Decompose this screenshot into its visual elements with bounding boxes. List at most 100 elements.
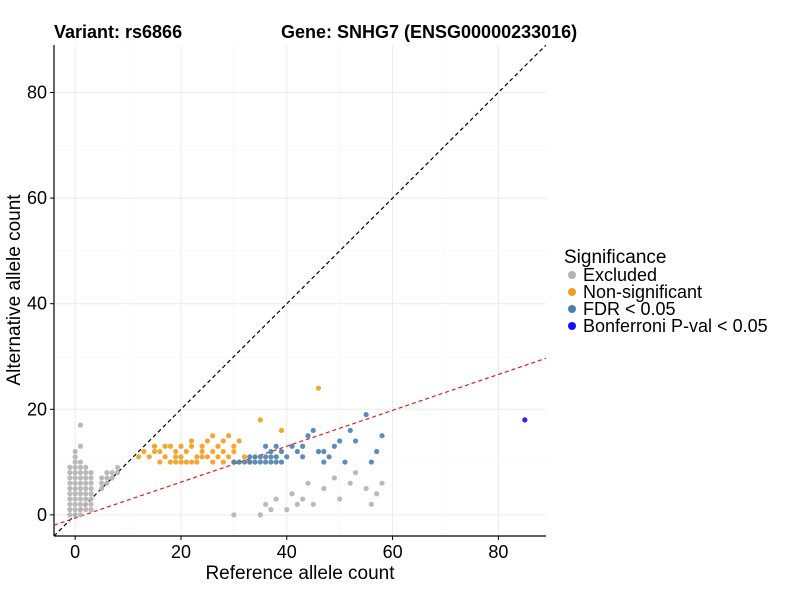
point-bonferroni-p-val-0-05 bbox=[522, 417, 528, 423]
legend-label-excluded: Excluded bbox=[583, 265, 657, 285]
point-non-significant bbox=[210, 448, 216, 455]
point-non-significant bbox=[157, 448, 163, 455]
point-non-significant bbox=[173, 459, 179, 465]
point-non-significant bbox=[194, 454, 200, 460]
point-excluded bbox=[88, 507, 94, 513]
point-non-significant bbox=[231, 448, 237, 455]
point-excluded bbox=[67, 480, 73, 486]
point-fdr-0-05 bbox=[231, 459, 237, 465]
point-excluded bbox=[77, 422, 84, 428]
y-axis-title: Alternative allele count bbox=[4, 194, 25, 386]
point-excluded bbox=[77, 459, 84, 465]
point-excluded bbox=[67, 464, 73, 470]
point-excluded bbox=[337, 496, 343, 502]
point-excluded bbox=[77, 501, 84, 507]
point-excluded bbox=[104, 475, 110, 481]
chart-title-variant: Variant: rs6866 bbox=[54, 22, 182, 42]
legend-swatch-bonferroni bbox=[568, 322, 576, 330]
point-non-significant bbox=[225, 433, 232, 439]
point-fdr-0-05 bbox=[326, 454, 332, 460]
point-non-significant bbox=[199, 454, 205, 460]
point-non-significant bbox=[162, 454, 168, 460]
point-excluded bbox=[77, 512, 84, 518]
point-excluded bbox=[72, 485, 78, 492]
point-non-significant bbox=[136, 454, 142, 460]
point-non-significant bbox=[257, 417, 263, 423]
point-excluded bbox=[72, 464, 78, 470]
point-fdr-0-05 bbox=[268, 448, 274, 455]
y-tick-label: 60 bbox=[27, 188, 47, 208]
point-non-significant bbox=[167, 459, 173, 465]
point-excluded bbox=[88, 491, 94, 497]
point-excluded bbox=[363, 485, 369, 492]
point-excluded bbox=[77, 470, 84, 476]
point-non-significant bbox=[236, 438, 242, 444]
point-excluded bbox=[305, 480, 311, 486]
point-excluded bbox=[268, 507, 274, 513]
reference-lines bbox=[54, 45, 546, 536]
data-points bbox=[67, 385, 528, 518]
point-excluded bbox=[88, 470, 94, 476]
x-axis-title: Reference allele count bbox=[205, 563, 395, 584]
point-excluded bbox=[67, 475, 73, 481]
point-excluded bbox=[273, 496, 279, 502]
point-excluded bbox=[72, 470, 78, 476]
point-excluded bbox=[77, 480, 84, 486]
point-non-significant bbox=[183, 459, 189, 465]
axes bbox=[53, 45, 546, 537]
x-tick-label: 0 bbox=[70, 542, 80, 562]
point-excluded bbox=[67, 512, 73, 518]
point-excluded bbox=[294, 501, 300, 507]
point-non-significant bbox=[215, 443, 221, 449]
point-fdr-0-05 bbox=[321, 448, 327, 455]
point-fdr-0-05 bbox=[379, 433, 385, 439]
point-excluded bbox=[83, 464, 89, 470]
point-excluded bbox=[67, 485, 73, 492]
point-non-significant bbox=[188, 443, 195, 449]
point-fdr-0-05 bbox=[236, 459, 242, 465]
point-fdr-0-05 bbox=[278, 459, 285, 465]
point-excluded bbox=[77, 507, 84, 513]
point-excluded bbox=[99, 485, 105, 492]
point-non-significant bbox=[231, 443, 237, 449]
point-excluded bbox=[88, 485, 94, 492]
point-fdr-0-05 bbox=[368, 459, 375, 465]
point-non-significant bbox=[167, 443, 173, 449]
y-ticks: 0 20 40 60 80 bbox=[27, 83, 54, 525]
point-fdr-0-05 bbox=[273, 443, 279, 449]
point-non-significant bbox=[146, 454, 152, 460]
point-non-significant bbox=[220, 459, 226, 465]
point-excluded bbox=[114, 470, 121, 476]
point-excluded bbox=[72, 496, 78, 502]
point-excluded bbox=[67, 507, 73, 513]
point-fdr-0-05 bbox=[263, 459, 269, 465]
point-fdr-0-05 bbox=[321, 459, 327, 465]
point-excluded bbox=[352, 470, 359, 476]
point-fdr-0-05 bbox=[315, 448, 322, 455]
legend-label-fdr: FDR < 0.05 bbox=[583, 299, 676, 319]
point-fdr-0-05 bbox=[247, 459, 253, 465]
point-non-significant bbox=[188, 459, 195, 465]
legend-swatch-fdr bbox=[568, 305, 576, 313]
point-excluded bbox=[347, 480, 353, 486]
point-fdr-0-05 bbox=[310, 427, 316, 434]
fit-reference-line bbox=[54, 357, 546, 526]
point-excluded bbox=[88, 501, 94, 507]
point-excluded bbox=[321, 485, 327, 492]
x-tick-label: 40 bbox=[277, 542, 297, 562]
point-excluded bbox=[284, 507, 290, 513]
point-fdr-0-05 bbox=[273, 459, 279, 465]
point-excluded bbox=[379, 480, 385, 486]
x-tick-label: 60 bbox=[383, 542, 403, 562]
point-excluded bbox=[83, 491, 89, 497]
chart-title-gene: Gene: SNHG7 (ENSG00000233016) bbox=[281, 22, 577, 42]
point-fdr-0-05 bbox=[363, 411, 369, 418]
point-excluded bbox=[77, 443, 84, 449]
x-tick-label: 20 bbox=[171, 542, 191, 562]
point-fdr-0-05 bbox=[289, 443, 295, 449]
point-non-significant bbox=[162, 443, 168, 449]
point-excluded bbox=[310, 501, 316, 507]
point-fdr-0-05 bbox=[305, 433, 311, 439]
point-non-significant bbox=[141, 448, 147, 455]
